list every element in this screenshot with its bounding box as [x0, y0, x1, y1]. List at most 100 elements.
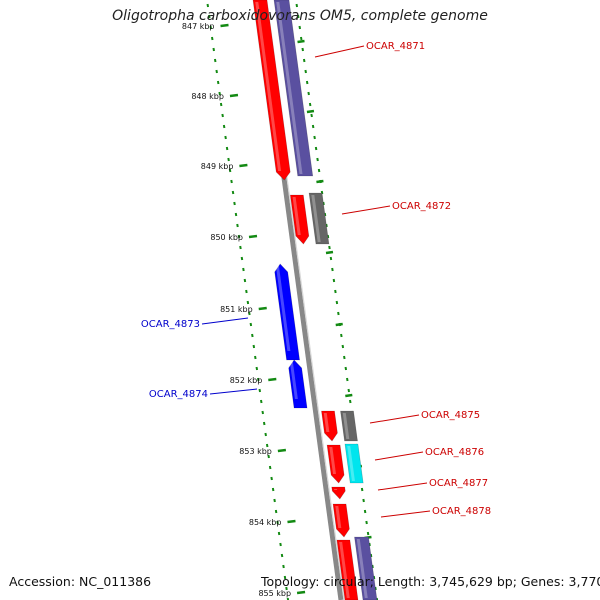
track-dot: [268, 465, 272, 470]
gene-block-ocar-4877: [331, 486, 346, 500]
outer-tick-mark: [297, 39, 305, 44]
gene-block-red-next: [336, 539, 359, 600]
gene-shape: [321, 410, 338, 442]
track-dot: [216, 80, 220, 85]
track-dot: [233, 201, 236, 206]
tick-label: 851 kbp: [220, 305, 253, 314]
track-dot: [314, 146, 318, 151]
track-dot: [360, 487, 364, 492]
track-dot: [227, 157, 230, 162]
track-dot: [265, 443, 269, 448]
track-dot: [369, 553, 373, 558]
track-dot: [346, 377, 349, 382]
gene-block-ocar-4872: [289, 194, 310, 245]
gene-label-ocar-4877: OCAR_4877: [377, 478, 488, 491]
gene-name: OCAR_4873: [141, 319, 200, 330]
track-dot: [332, 278, 336, 283]
leader-line: [380, 510, 431, 518]
track-dot: [320, 190, 324, 195]
track-dot: [239, 245, 242, 250]
gene-label-ocar-4874: OCAR_4874: [149, 388, 258, 400]
track-dot: [274, 509, 278, 514]
leader-line: [201, 317, 249, 325]
tick-label: 848 kbp: [191, 92, 224, 101]
track-dot: [279, 542, 282, 547]
track-dot: [365, 520, 368, 525]
gene-block-grey-4872: [308, 192, 330, 245]
gene-label-ocar-4872: OCAR_4872: [341, 201, 451, 215]
track-dot: [262, 421, 266, 426]
gene-label-ocar-4878: OCAR_4878: [380, 506, 491, 518]
track-dot: [285, 586, 288, 591]
gene-block-purple-a: [273, 0, 314, 177]
tick-mark: [268, 377, 277, 382]
track-dot: [322, 201, 325, 206]
track-dot: [283, 575, 287, 580]
topology-text: Topology: circular; Length: 3,745,629 bp…: [261, 574, 600, 589]
gene-shine: [311, 195, 321, 242]
gene-shine: [356, 539, 368, 598]
gene-block-ocar-4874: [288, 359, 308, 409]
tick-label: 855 kbp: [258, 589, 291, 598]
track-dot: [305, 80, 309, 85]
gene-label-ocar-4871: OCAR_4871: [314, 41, 425, 58]
track-dot: [374, 586, 377, 591]
track-dot: [246, 300, 250, 305]
track-dot: [236, 223, 239, 228]
track-dot: [368, 542, 371, 547]
tick-label: 854 kbp: [249, 518, 282, 527]
track-dot: [349, 399, 352, 404]
track-dot: [213, 58, 217, 63]
track-dot: [317, 168, 321, 173]
gene-block-cyan-4876: [344, 443, 364, 484]
track-dot: [343, 355, 346, 360]
gene-shape: [288, 359, 308, 409]
track-dot: [282, 564, 285, 569]
scale-tick: 855 kbp: [258, 589, 306, 598]
track-dot: [230, 179, 233, 184]
tick-mark: [248, 234, 258, 239]
tick-mark: [277, 448, 287, 453]
tick-mark: [220, 23, 229, 28]
outer-tick-mark: [306, 109, 315, 114]
track-dot: [245, 289, 248, 294]
track-dot: [219, 102, 223, 107]
outer-tick-mark: [335, 322, 343, 327]
track-dot: [307, 91, 310, 96]
scale-tick: 850 kbp: [210, 233, 334, 255]
track-dot: [212, 47, 215, 52]
gene-shape: [252, 0, 291, 181]
track-dot: [310, 113, 313, 118]
track-dot: [334, 289, 337, 294]
gene-name: OCAR_4871: [366, 41, 425, 52]
scale-tick: 851 kbp: [220, 305, 343, 327]
track-dot: [271, 487, 275, 492]
track-dot: [209, 25, 212, 30]
gene-shape: [326, 444, 345, 484]
track-dot: [308, 102, 312, 107]
gene-shape: [340, 410, 358, 442]
gene-shine: [329, 447, 336, 474]
track-dot: [273, 498, 276, 503]
track-dot: [328, 245, 331, 250]
leader-line: [369, 414, 420, 424]
outer-tick-mark: [325, 250, 334, 255]
track-dot: [297, 14, 300, 19]
track-dot: [260, 399, 263, 404]
tick-mark: [296, 590, 306, 595]
gene-shape: [332, 503, 350, 538]
track-dot: [240, 256, 244, 261]
track-dot: [298, 25, 301, 30]
track-dot: [225, 146, 229, 151]
tick-mark: [258, 306, 267, 311]
track-dot: [270, 476, 273, 481]
gene-block-ocar-4876: [326, 444, 345, 484]
scale-tick: 848 kbp: [191, 92, 315, 114]
track-dot: [228, 168, 232, 173]
track-dot: [344, 366, 348, 371]
gene-shape: [354, 536, 378, 600]
gene-shine: [342, 413, 350, 439]
track-dot: [331, 267, 334, 272]
gene-name: OCAR_4876: [425, 447, 484, 458]
track-dot: [329, 256, 333, 261]
